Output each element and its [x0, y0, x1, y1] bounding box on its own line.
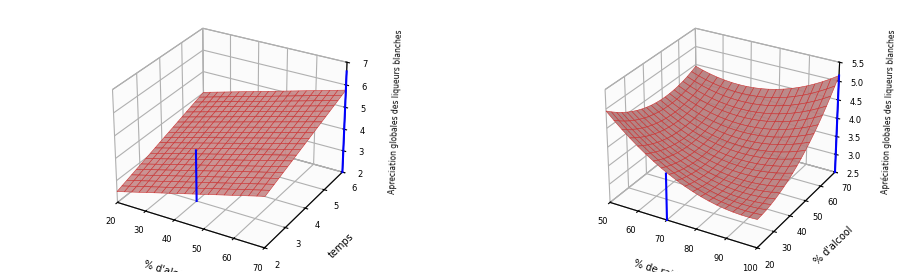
X-axis label: % de raisin: % de raisin: [632, 259, 687, 272]
Y-axis label: temps: temps: [327, 231, 356, 260]
X-axis label: % d'alcool: % d'alcool: [142, 259, 192, 272]
Y-axis label: % d'alcool: % d'alcool: [812, 225, 856, 267]
